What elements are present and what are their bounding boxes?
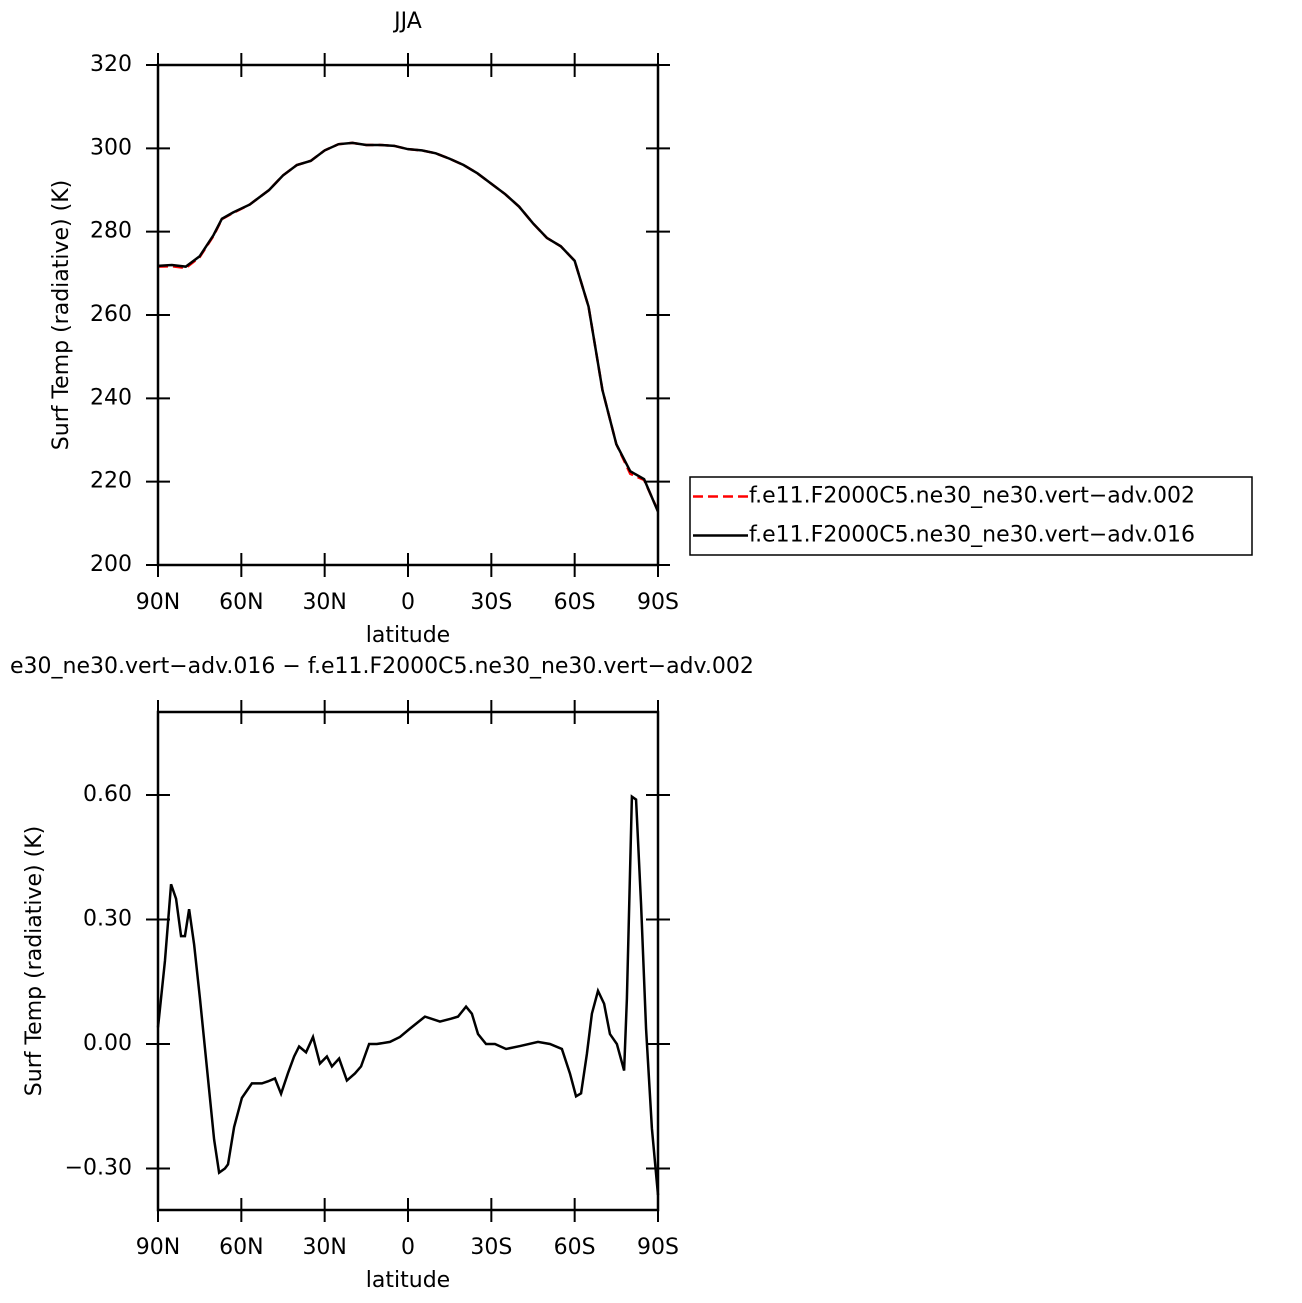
x-tick-label: 30N: [302, 1235, 346, 1260]
x-axis-label: latitude: [366, 623, 450, 648]
series-line: [157, 141, 660, 512]
y-tick-label: −0.30: [65, 1156, 132, 1181]
x-tick-label: 90S: [637, 590, 679, 615]
y-tick-label: 240: [90, 385, 132, 410]
legend-label: f.e11.F2000C5.ne30_ne30.vert−adv.016: [749, 523, 1195, 548]
x-tick-label: 90N: [136, 590, 180, 615]
y-axis-label: Surf Temp (radiative) (K): [22, 826, 47, 1096]
x-tick-label: 90N: [136, 1235, 180, 1260]
x-tick-label: 90S: [637, 1235, 679, 1260]
y-tick-label: 0.00: [83, 1031, 132, 1056]
x-tick-label: 0: [401, 590, 415, 615]
y-tick-label: 0.60: [83, 782, 132, 807]
x-tick-label: 30N: [302, 590, 346, 615]
legend-box: [689, 476, 1253, 556]
y-tick-label: 300: [90, 135, 132, 160]
x-axis-label: latitude: [366, 1268, 450, 1293]
y-tick-label: 260: [90, 302, 132, 327]
y-axis-label: Surf Temp (radiative) (K): [49, 180, 74, 450]
x-tick-label: 60N: [219, 590, 263, 615]
y-tick-label: 200: [90, 552, 132, 577]
plot-frame: [156, 63, 660, 567]
series-line: [157, 141, 660, 513]
y-tick-label: 220: [90, 469, 132, 494]
y-tick-label: 320: [90, 52, 132, 77]
x-tick-label: 60N: [219, 1235, 263, 1260]
x-tick-label: 0: [401, 1235, 415, 1260]
x-tick-label: 30S: [470, 1235, 512, 1260]
chart-title: e30_ne30.vert−adv.016 − f.e11.F2000C5.ne…: [10, 654, 754, 679]
x-tick-label: 30S: [470, 590, 512, 615]
y-tick-label: 0.30: [83, 907, 132, 932]
chart-title: JJA: [392, 9, 422, 34]
x-tick-label: 60S: [554, 590, 596, 615]
series-line: [156, 794, 660, 1196]
x-tick-label: 60S: [554, 1235, 596, 1260]
legend-label: f.e11.F2000C5.ne30_ne30.vert−adv.002: [749, 484, 1195, 509]
y-tick-label: 280: [90, 219, 132, 244]
